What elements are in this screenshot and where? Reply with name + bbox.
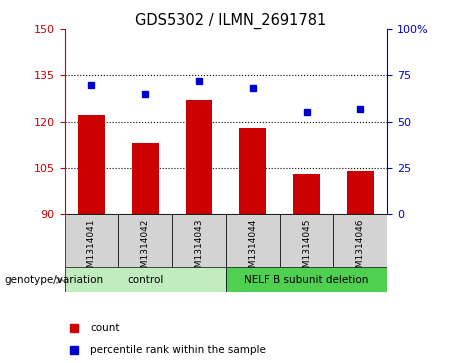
Bar bbox=[226, 214, 280, 267]
Text: GDS5302 / ILMN_2691781: GDS5302 / ILMN_2691781 bbox=[135, 13, 326, 29]
Bar bbox=[118, 214, 172, 267]
Bar bbox=[347, 171, 374, 214]
Text: percentile rank within the sample: percentile rank within the sample bbox=[90, 345, 266, 355]
Text: GSM1314046: GSM1314046 bbox=[356, 219, 365, 279]
Text: GSM1314041: GSM1314041 bbox=[87, 219, 96, 279]
Text: GSM1314044: GSM1314044 bbox=[248, 219, 257, 279]
Bar bbox=[226, 267, 387, 292]
Bar bbox=[132, 143, 159, 214]
Bar bbox=[293, 174, 320, 214]
Bar bbox=[65, 214, 118, 267]
Text: control: control bbox=[127, 274, 163, 285]
Text: GSM1314045: GSM1314045 bbox=[302, 219, 311, 279]
Bar bbox=[185, 100, 213, 214]
Bar bbox=[333, 214, 387, 267]
Text: NELF B subunit deletion: NELF B subunit deletion bbox=[244, 274, 369, 285]
Text: genotype/variation: genotype/variation bbox=[5, 275, 104, 285]
Bar bbox=[280, 214, 333, 267]
Text: GSM1314043: GSM1314043 bbox=[195, 219, 203, 279]
Text: GSM1314042: GSM1314042 bbox=[141, 219, 150, 279]
Bar bbox=[65, 267, 226, 292]
Bar bbox=[78, 115, 105, 214]
Text: count: count bbox=[90, 323, 120, 333]
Bar bbox=[172, 214, 226, 267]
Bar bbox=[239, 128, 266, 214]
